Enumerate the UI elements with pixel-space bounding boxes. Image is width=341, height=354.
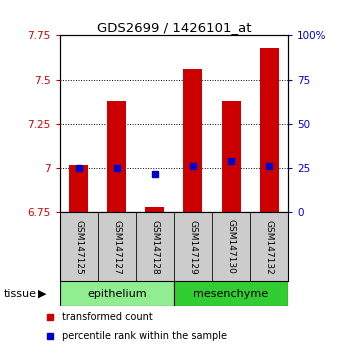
Text: epithelium: epithelium — [87, 289, 147, 299]
Text: tissue: tissue — [3, 289, 36, 299]
Text: GSM147129: GSM147129 — [189, 219, 197, 274]
Text: mesenchyme: mesenchyme — [193, 289, 269, 299]
Bar — [69, 165, 88, 212]
Bar — [183, 69, 203, 212]
Bar — [260, 48, 279, 212]
Bar — [212, 212, 250, 281]
Text: GSM147125: GSM147125 — [74, 219, 83, 274]
Text: GSM147132: GSM147132 — [265, 219, 273, 274]
Bar — [136, 212, 174, 281]
Title: GDS2699 / 1426101_at: GDS2699 / 1426101_at — [97, 21, 251, 34]
Text: percentile rank within the sample: percentile rank within the sample — [62, 331, 227, 342]
Bar — [250, 212, 288, 281]
Text: GSM147128: GSM147128 — [150, 219, 159, 274]
Bar — [107, 101, 126, 212]
Text: GSM147130: GSM147130 — [226, 219, 236, 274]
Bar — [98, 212, 136, 281]
Bar — [174, 212, 212, 281]
Text: GSM147127: GSM147127 — [112, 219, 121, 274]
Bar — [60, 281, 174, 306]
Text: transformed count: transformed count — [62, 312, 153, 322]
Bar — [222, 101, 240, 212]
Bar — [174, 281, 288, 306]
Bar — [60, 212, 98, 281]
Text: ▶: ▶ — [39, 289, 47, 299]
Bar — [145, 207, 164, 212]
